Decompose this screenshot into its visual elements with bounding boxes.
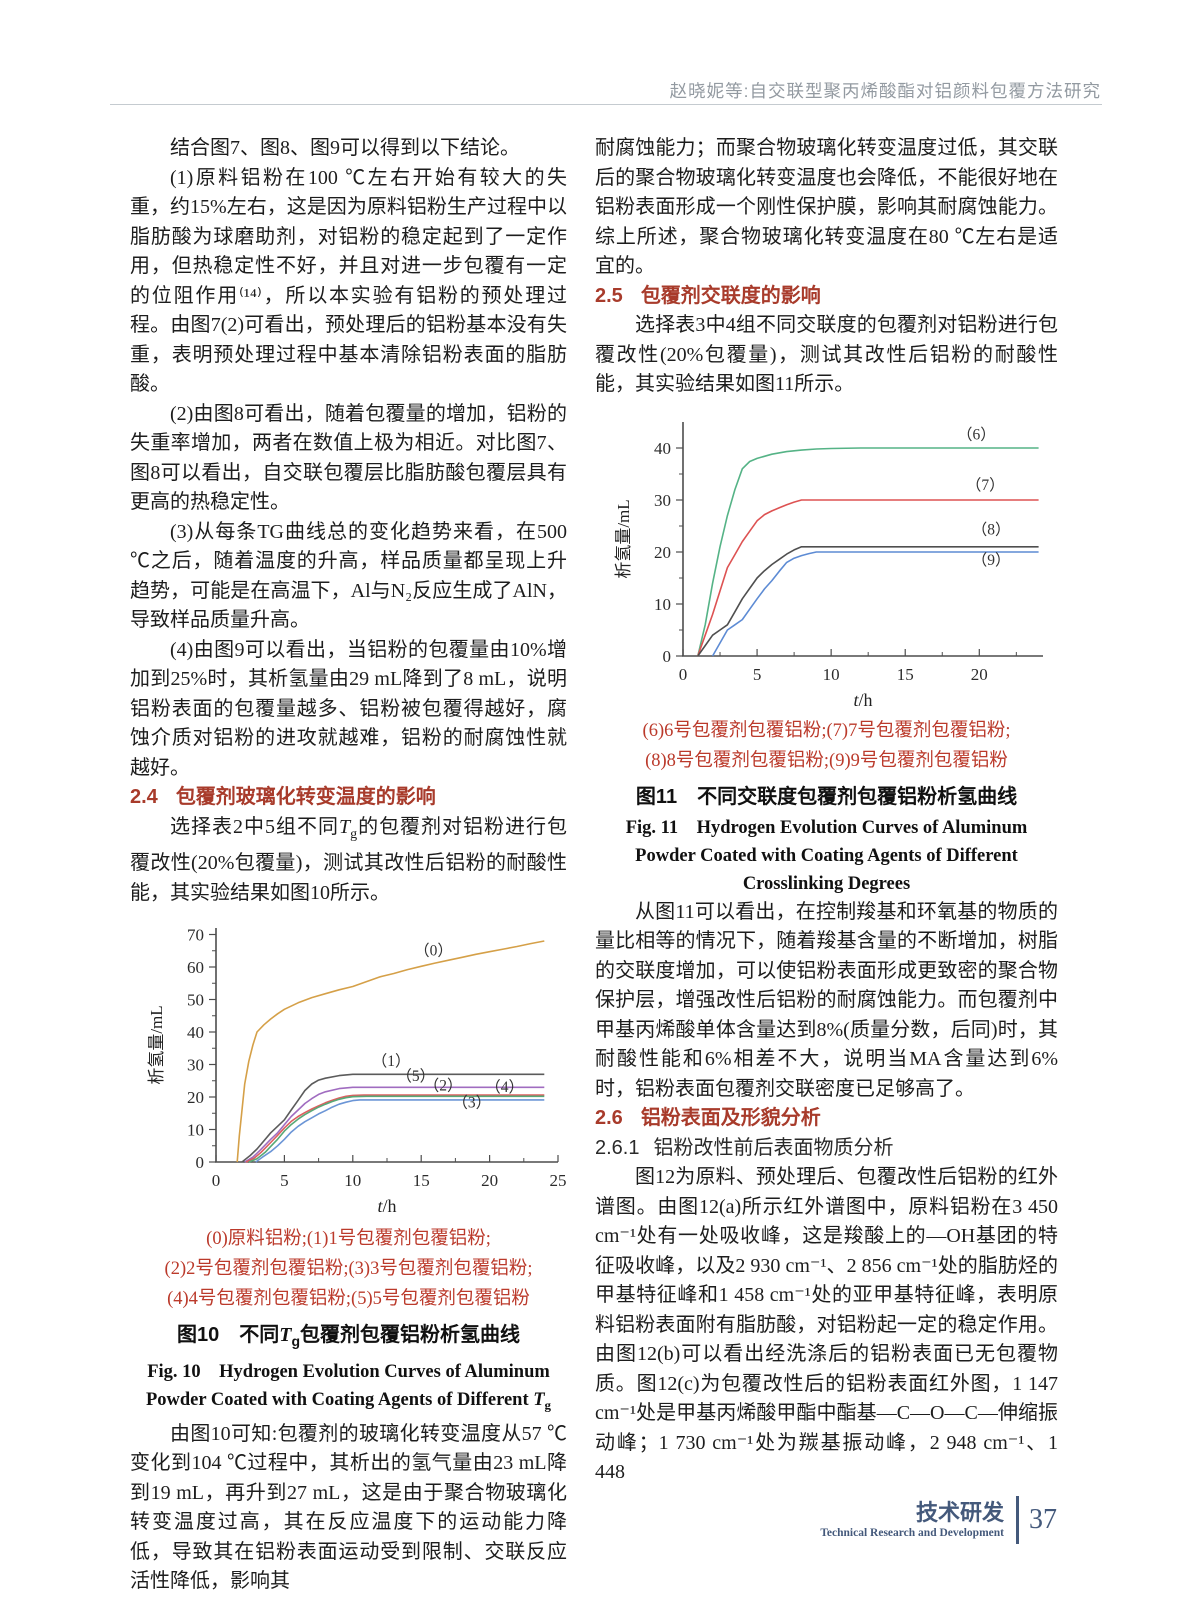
legend-line: (2)2号包覆剂包覆铝粉;(3)3号包覆剂包覆铝粉; — [164, 1259, 533, 1279]
svg-text:析氢量/mL: 析氢量/mL — [614, 499, 633, 578]
section-title: 铝粉改性前后表面物质分析 — [653, 1136, 894, 1159]
legend-line: (6)6号包覆剂包覆铝粉;(7)7号包覆剂包覆铝粉; — [642, 720, 1011, 741]
svg-text:10: 10 — [344, 1171, 361, 1190]
footer-title-en: Technical Research and Development — [820, 1527, 1004, 1539]
svg-text:70: 70 — [187, 926, 204, 945]
section-number: 2.4 — [130, 786, 158, 808]
right-column: 耐腐蚀能力；而聚合物玻璃化转变温度过低，其交联后的聚合物玻璃化转变温度也会降低，… — [595, 134, 1058, 1488]
section-heading-2-5: 2.5 包覆剂交联度的影响 — [595, 282, 1058, 312]
svg-text:15: 15 — [413, 1171, 430, 1190]
running-title: 赵晓妮等:自交联型聚丙烯酸酯对铝颜料包覆方法研究 — [669, 81, 1101, 101]
svg-text:30: 30 — [654, 491, 671, 510]
figure-11: 0 5 10 15 20 0 10 20 30 40 （6） （7） （8） （9） t/h 析氢量/mL (… — [595, 408, 1058, 898]
fig10-chart: 0 5 10 15 20 25 0 10 20 30 40 50 60 70 （0） （1） （5） （2） （4）… — [130, 916, 567, 1217]
svg-text:10: 10 — [823, 665, 840, 684]
paragraph: 图12为原料、预处理后、包覆改性后铝粉的红外谱图。由图12(a)所示红外谱图中，… — [595, 1166, 1058, 1483]
paragraph: 结合图7、图8、图9可以得到以下结论。 — [170, 137, 520, 159]
header-rule — [110, 104, 1102, 105]
fig10-caption-zh: 图10 不同Tg包覆剂包覆铝粉析氢曲线 — [176, 1324, 521, 1349]
svg-text:（1）: （1） — [372, 1053, 411, 1070]
svg-text:（7）: （7） — [966, 477, 1005, 494]
paragraph: 由图10可知:包覆剂的玻璃化转变温度从57 ℃变化到104 ℃过程中，其析出的氢… — [130, 1422, 567, 1593]
section-title: 铝粉表面及形貌分析 — [640, 1107, 821, 1129]
section-heading-2-4: 2.4 包覆剂玻璃化转变温度的影响 — [130, 783, 567, 813]
svg-text:（0）: （0） — [414, 943, 453, 960]
section-heading-2-6-1: 2.6.1 铝粉改性前后表面物质分析 — [595, 1134, 1058, 1164]
legend-line: (8)8号包覆剂包覆铝粉;(9)9号包覆剂包覆铝粉 — [645, 750, 1008, 771]
footer-divider — [1016, 1496, 1019, 1544]
legend-line: (4)4号包覆剂包覆铝粉;(5)5号包覆剂包覆铝粉 — [167, 1289, 530, 1309]
paragraph: (2)由图8可看出，随着包覆量的增加，铝粉的失重率增加，两者在数值上极为相近。对… — [130, 402, 567, 514]
svg-text:20: 20 — [187, 1088, 204, 1107]
paragraph: (3)从每条TG曲线总的变化趋势来看，在500 ℃之后，随着温度的升高，样品质量… — [130, 520, 567, 632]
svg-text:20: 20 — [481, 1171, 498, 1190]
paragraph: 选择表2中5组不同Tg的包覆剂对铝粉进行包覆改性(20%包覆量)，测试其改性后铝… — [130, 815, 568, 904]
svg-text:10: 10 — [187, 1121, 204, 1140]
fig10-caption-en: Fig. 10 Hydrogen Evolution Curves of Alu… — [145, 1362, 552, 1413]
paragraph: 耐腐蚀能力；而聚合物玻璃化转变温度过低，其交联后的聚合物玻璃化转变温度也会降低，… — [595, 137, 1058, 277]
svg-text:60: 60 — [187, 958, 204, 977]
svg-text:5: 5 — [280, 1171, 289, 1190]
svg-text:0: 0 — [679, 665, 688, 684]
svg-text:15: 15 — [897, 665, 914, 684]
svg-text:30: 30 — [187, 1056, 204, 1075]
svg-text:0: 0 — [196, 1153, 205, 1172]
svg-text:（9）: （9） — [972, 552, 1011, 569]
svg-text:（8）: （8） — [972, 521, 1011, 538]
footer-label: 技术研发 Technical Research and Development — [820, 1500, 1004, 1540]
figure-10: 0 5 10 15 20 25 0 10 20 30 40 50 60 70 （0） （1） （5） （2） （4）… — [130, 916, 567, 1420]
paragraph: 选择表3中4组不同交联度的包覆剂对铝粉进行包覆改性(20%包覆量)，测试其改性后… — [595, 314, 1058, 395]
paragraph: 从图11可以看出，在控制羧基和环氧基的物质的量比相等的情况下，随着羧基含量的不断… — [595, 900, 1058, 1100]
section-number: 2.6.1 — [595, 1136, 640, 1159]
section-title: 包覆剂交联度的影响 — [640, 284, 821, 307]
legend-line: (0)原料铝粉;(1)1号包覆剂包覆铝粉; — [206, 1229, 491, 1249]
svg-text:20: 20 — [971, 665, 988, 684]
svg-text:40: 40 — [187, 1023, 204, 1042]
svg-text:0: 0 — [212, 1171, 221, 1190]
svg-text:（4）: （4） — [485, 1079, 524, 1096]
section-title: 包覆剂玻璃化转变温度的影响 — [175, 786, 436, 808]
page-number: 37 — [1029, 1504, 1057, 1535]
svg-text:5: 5 — [753, 665, 762, 684]
svg-text:40: 40 — [654, 439, 671, 458]
fig10-legend: (0)原料铝粉;(1)1号包覆剂包覆铝粉; (2)2号包覆剂包覆铝粉;(3)3号… — [130, 1224, 567, 1314]
fig11-legend: (6)6号包覆剂包覆铝粉;(7)7号包覆剂包覆铝粉; (8)8号包覆剂包覆铝粉;… — [595, 716, 1058, 776]
fig11-caption-en: Fig. 11 Hydrogen Evolution Curves of Alu… — [625, 817, 1028, 894]
svg-text:10: 10 — [654, 595, 671, 614]
fig11-caption-zh: 图11 不同交联度包覆剂包覆铝粉析氢曲线 — [635, 785, 1018, 808]
svg-text:（5）: （5） — [396, 1068, 435, 1085]
paragraph: (1)原料铝粉在100 ℃左右开始有较大的失重，约15%左右，这是因为原料铝粉生… — [130, 166, 567, 396]
svg-text:20: 20 — [654, 543, 671, 562]
section-number: 2.5 — [595, 284, 623, 307]
svg-text:（6）: （6） — [957, 426, 996, 443]
svg-text:（3）: （3） — [452, 1094, 491, 1111]
fig11-chart: 0 5 10 15 20 0 10 20 30 40 （6） （7） （8） （9） t/h 析氢量/mL — [595, 408, 1058, 708]
left-column: 结合图7、图8、图9可以得到以下结论。 (1)原料铝粉在100 ℃左右开始有较大… — [130, 134, 567, 1597]
svg-text:0: 0 — [663, 647, 672, 666]
svg-text:t/h: t/h — [853, 690, 872, 708]
footer-title-zh: 技术研发 — [915, 1500, 1004, 1525]
section-heading-2-6: 2.6 铝粉表面及形貌分析 — [595, 1104, 1058, 1134]
svg-text:析氢量/mL: 析氢量/mL — [147, 1005, 166, 1084]
svg-text:50: 50 — [187, 991, 204, 1010]
svg-text:（2）: （2） — [424, 1078, 463, 1095]
paragraph: (4)由图9可以看出，当铝粉的包覆量由10%增加到25%时，其析氢量由29 mL… — [130, 638, 567, 779]
section-number: 2.6 — [595, 1107, 623, 1129]
svg-text:t/h: t/h — [377, 1196, 396, 1216]
page-footer: 技术研发 Technical Research and Development … — [820, 1496, 1057, 1544]
svg-text:25: 25 — [550, 1171, 567, 1190]
